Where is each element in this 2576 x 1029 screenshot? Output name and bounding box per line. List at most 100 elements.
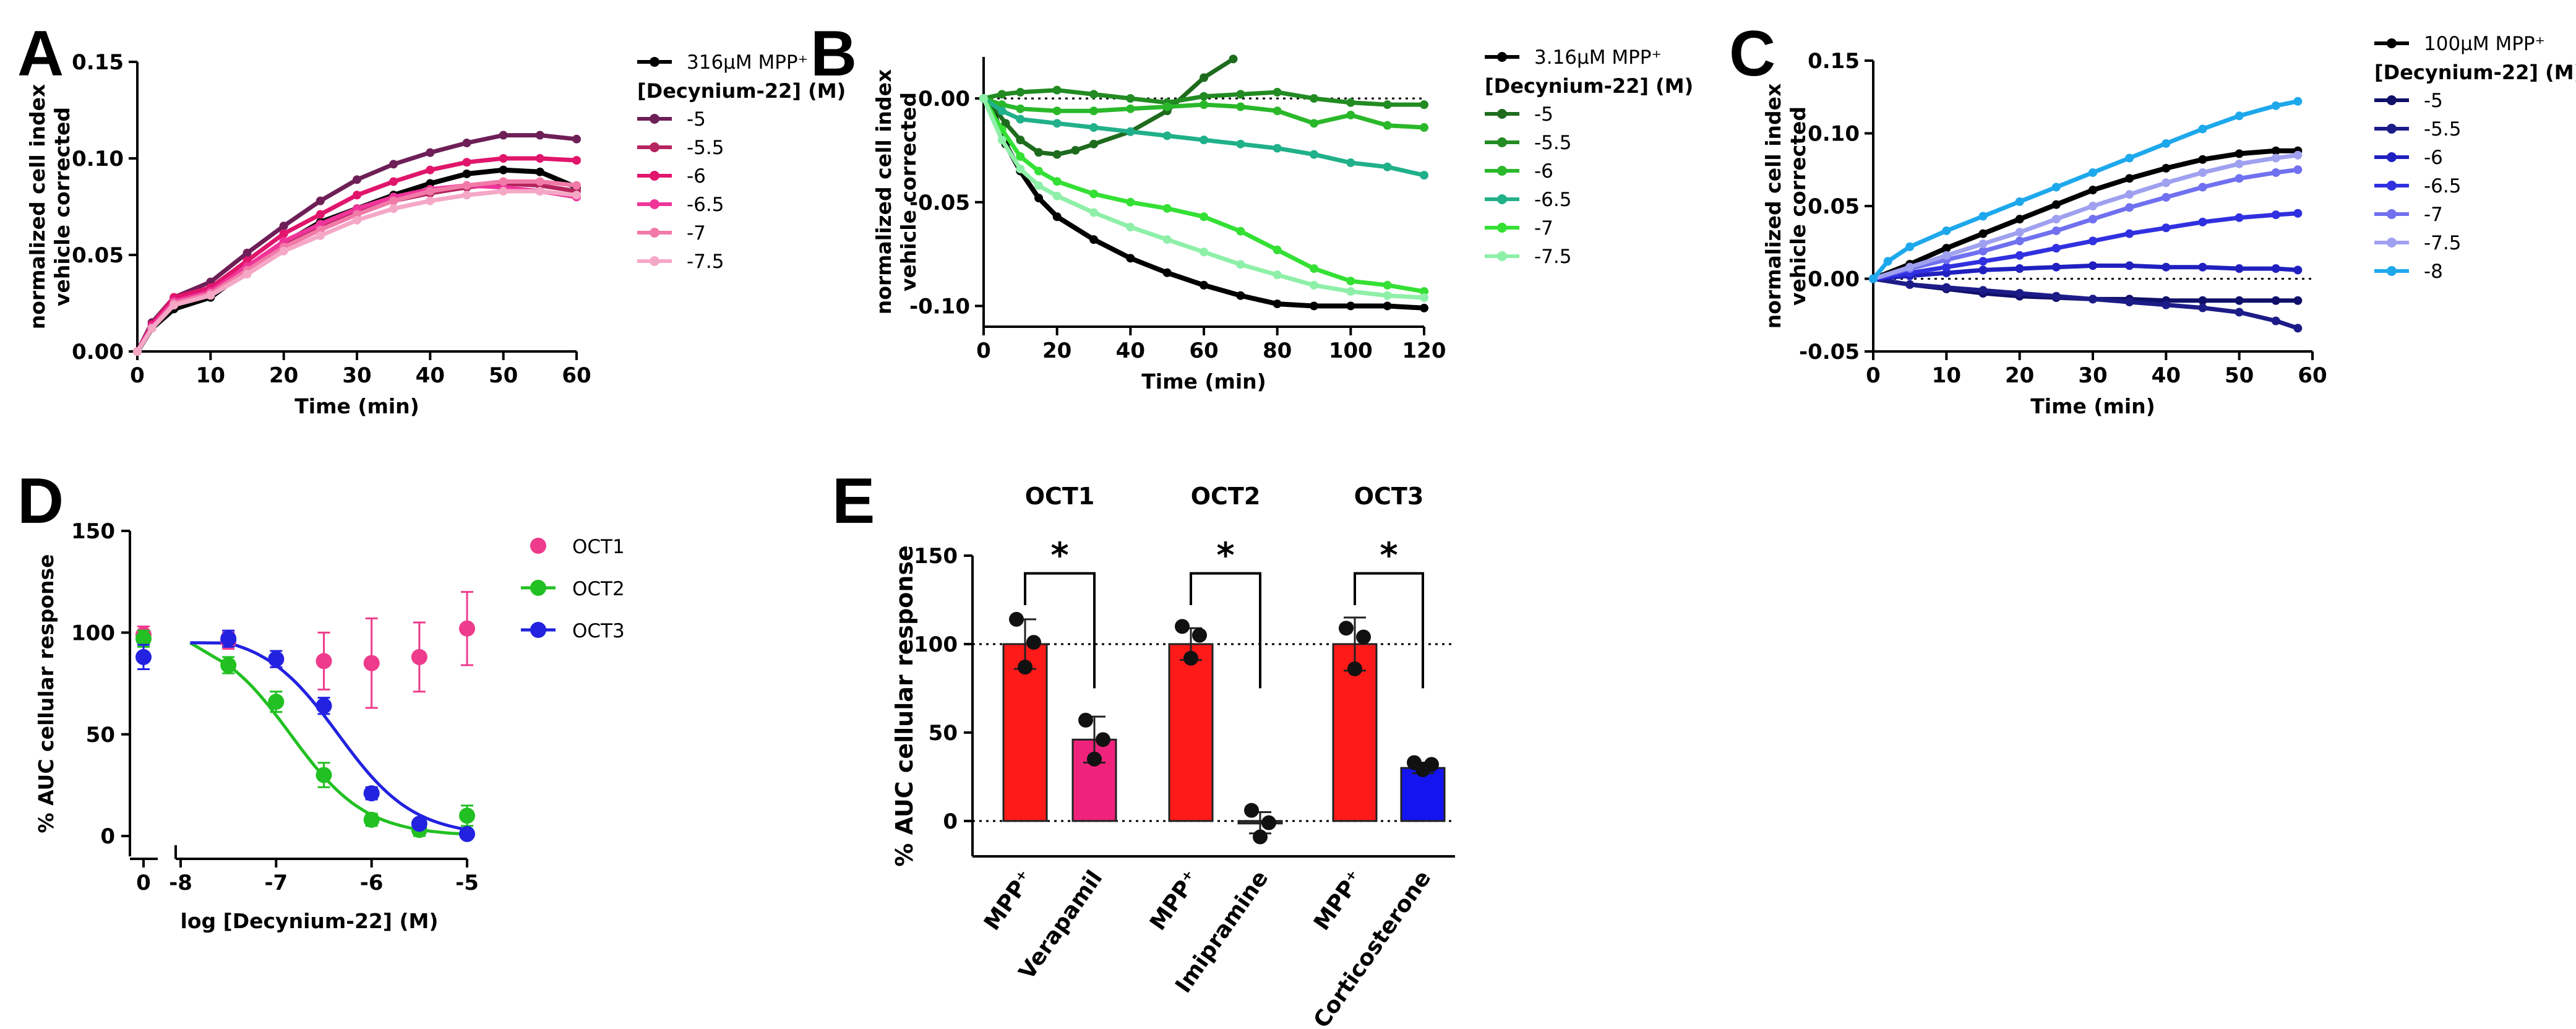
y-tick-label: -0.05 bbox=[1799, 340, 1860, 364]
x-category-label: MPP⁺ bbox=[1145, 866, 1204, 936]
data-point bbox=[572, 191, 581, 200]
data-point bbox=[1089, 106, 1098, 116]
x-tick-label: 60 bbox=[1189, 338, 1218, 363]
data-point bbox=[1346, 98, 1355, 107]
data-point bbox=[1089, 139, 1098, 149]
data-point bbox=[572, 181, 581, 190]
data-point bbox=[1346, 277, 1355, 286]
data-point bbox=[1346, 286, 1355, 296]
legend-marker bbox=[2387, 124, 2397, 134]
data-point bbox=[1420, 100, 1428, 110]
data-point-oct3 bbox=[363, 785, 380, 802]
data-point bbox=[389, 204, 398, 213]
data-point bbox=[1034, 181, 1043, 190]
data-point bbox=[1162, 131, 1172, 140]
y-axis-label: normalized cell indexvehicle corrected bbox=[872, 69, 921, 315]
data-point bbox=[1016, 136, 1025, 145]
data-point bbox=[1978, 257, 1988, 266]
legend-marker bbox=[2387, 95, 2397, 105]
significance-star: * bbox=[1050, 536, 1068, 576]
y-tick-label: 0.00 bbox=[918, 87, 970, 111]
legend-label: -7.5 bbox=[1534, 246, 1572, 268]
fit-curve-oct3 bbox=[190, 641, 468, 832]
panel-letter-b: B bbox=[810, 18, 857, 90]
legend-marker bbox=[650, 142, 659, 152]
data-point bbox=[2198, 183, 2207, 192]
legend-marker bbox=[1497, 194, 1507, 204]
x-tick-label: 0 bbox=[130, 363, 145, 388]
data-point bbox=[1942, 244, 1951, 253]
data-point bbox=[2235, 149, 2244, 158]
data-point bbox=[2089, 168, 2097, 177]
significance-bracket bbox=[1024, 572, 1096, 689]
data-point bbox=[499, 187, 508, 196]
data-point bbox=[1200, 280, 1208, 290]
data-point bbox=[1420, 286, 1428, 296]
data-point bbox=[1016, 88, 1025, 97]
series-line-5 bbox=[1871, 167, 2300, 281]
data-point bbox=[572, 134, 581, 144]
x-tick-label: 0 bbox=[136, 871, 151, 895]
data-point bbox=[2271, 210, 2280, 220]
data-point-oct3 bbox=[411, 816, 427, 832]
legend-label: 3.16µM MPP⁺ bbox=[1534, 46, 1662, 69]
y-tick-label: 100 bbox=[71, 621, 115, 645]
data-point bbox=[1310, 119, 1318, 128]
data-point-oct2 bbox=[220, 657, 237, 673]
y-tick-label: 0.15 bbox=[1808, 49, 1860, 74]
legend-label: -7.5 bbox=[687, 251, 724, 273]
data-point bbox=[1089, 90, 1098, 99]
y-axis-label: normalized cell indexvehicle corrected bbox=[1761, 84, 1810, 329]
x-tick-label: 20 bbox=[1042, 338, 1071, 363]
x-tick-label: 50 bbox=[2225, 363, 2254, 388]
data-point-oct3 bbox=[268, 651, 285, 668]
data-point bbox=[997, 106, 1007, 116]
x-tick-label: 40 bbox=[416, 363, 445, 388]
legend-marker bbox=[1497, 251, 1507, 261]
data-point bbox=[1089, 189, 1098, 199]
data-point bbox=[2162, 139, 2171, 148]
data-point bbox=[279, 222, 288, 231]
y-tick-label: 50 bbox=[86, 723, 115, 747]
data-point bbox=[1310, 94, 1318, 103]
data-point bbox=[2293, 150, 2303, 160]
replicate-point bbox=[1009, 611, 1024, 627]
data-point-oct3 bbox=[459, 825, 475, 842]
data-point bbox=[2271, 101, 2280, 110]
data-point bbox=[499, 165, 508, 174]
data-point bbox=[462, 191, 471, 200]
data-point bbox=[243, 270, 252, 279]
replicate-point bbox=[1026, 635, 1041, 650]
data-point-oct2 bbox=[268, 694, 285, 710]
data-point bbox=[462, 158, 471, 167]
panel-letter-c: C bbox=[1729, 18, 1775, 90]
data-point bbox=[2051, 200, 2061, 209]
data-point bbox=[2051, 226, 2061, 235]
x-tick-label: 10 bbox=[1932, 363, 1961, 388]
data-point bbox=[1310, 301, 1318, 311]
data-point bbox=[1052, 150, 1062, 159]
data-point bbox=[1273, 299, 1282, 309]
data-point bbox=[2293, 296, 2303, 305]
replicate-point bbox=[1339, 621, 1354, 636]
panel-letter-a: A bbox=[17, 18, 64, 90]
data-point bbox=[2051, 244, 2061, 253]
series-line-6 bbox=[135, 189, 579, 354]
data-point bbox=[147, 324, 157, 333]
legend-marker bbox=[650, 199, 659, 209]
legend-marker bbox=[650, 228, 659, 238]
legend-label: -5.5 bbox=[687, 137, 724, 159]
data-point bbox=[1346, 110, 1355, 119]
x-category-label: Corticosterone bbox=[1309, 866, 1436, 1029]
data-point-oct3 bbox=[220, 631, 237, 647]
legend-label: -6.5 bbox=[2424, 175, 2462, 197]
data-point bbox=[2015, 197, 2024, 206]
series-line-2 bbox=[1871, 277, 2300, 330]
series-line-6 bbox=[981, 96, 1427, 300]
data-point bbox=[2198, 296, 2207, 305]
x-tick-label: 50 bbox=[489, 363, 518, 388]
panel-letter-e: E bbox=[832, 465, 875, 537]
panel-letter-d: D bbox=[17, 465, 64, 537]
data-point bbox=[316, 231, 325, 240]
